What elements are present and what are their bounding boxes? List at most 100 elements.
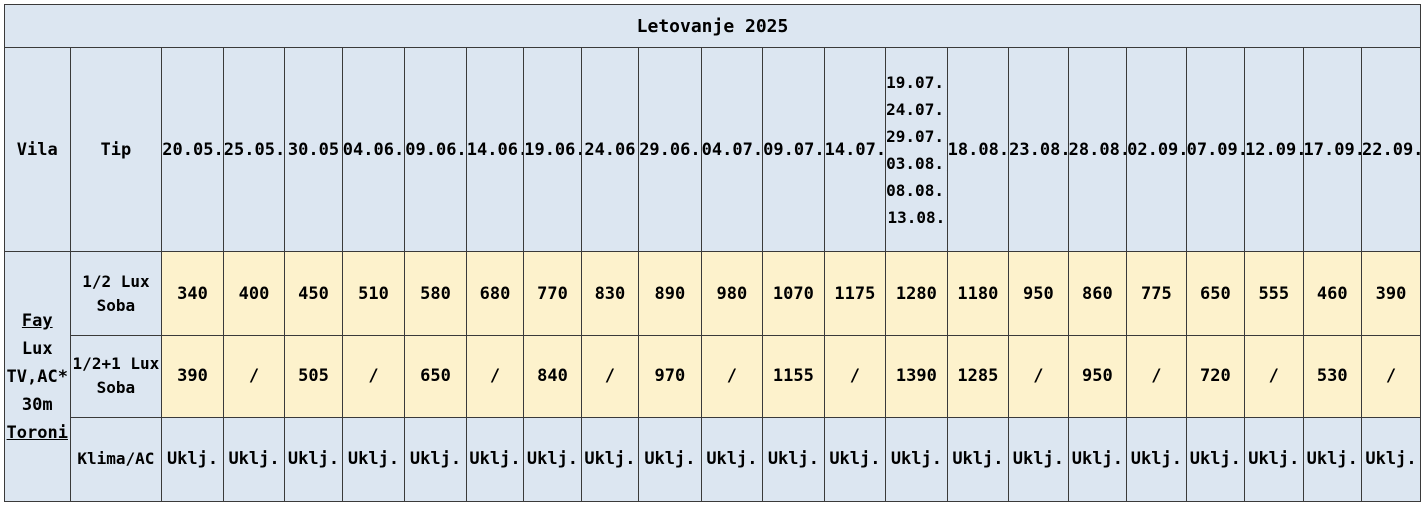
ac-cell: Uklj. <box>946 416 1010 503</box>
header-date: 04.06. <box>341 47 406 253</box>
header-date: 24.06 <box>580 47 640 253</box>
price-cell: 510 <box>341 251 406 336</box>
header-date: 22.09. <box>1361 47 1421 253</box>
price-cell: 1390 <box>885 334 948 418</box>
header-vila: Vila <box>4 47 71 253</box>
ac-cell: Uklj. <box>823 416 887 503</box>
price-cell: 555 <box>1244 251 1304 336</box>
price-cell: / <box>580 334 640 418</box>
price-cell: 390 <box>1361 251 1421 336</box>
price-cell: 1175 <box>823 251 887 336</box>
price-cell: 400 <box>222 251 286 336</box>
header-date: 14.07. <box>823 47 887 253</box>
vila-location: Toroni <box>6 422 68 443</box>
ac-cell: Uklj. <box>1185 416 1246 503</box>
price-cell: 1155 <box>762 334 825 418</box>
price-cell: 505 <box>284 334 343 418</box>
header-date: 29.06. <box>638 47 702 253</box>
ac-cell: Uklj. <box>284 416 343 503</box>
header-date: 04.07. <box>700 47 764 253</box>
header-row: Vila Tip 20.05. 25.05. 30.05 04.06. 09.06. 14… <box>4 47 1421 253</box>
header-date: 18.08. <box>946 47 1010 253</box>
vila-name-line: Lux <box>21 338 53 359</box>
header-date: 23.08. <box>1008 47 1069 253</box>
price-cell: 720 <box>1185 334 1246 418</box>
price-cell: / <box>465 334 525 418</box>
vila-cell: Fay Lux TV,AC* 30m Toroni <box>4 251 71 502</box>
header-date: 20.05. <box>161 47 224 253</box>
price-cell: / <box>222 334 286 418</box>
ac-cell: Uklj. <box>465 416 525 503</box>
header-date: 17.09. <box>1302 47 1363 253</box>
price-cell: 390 <box>161 334 224 418</box>
tip-cell: 1/2 Lux Soba <box>69 251 163 336</box>
header-date: 28.08. <box>1067 47 1128 253</box>
ac-cell: Uklj. <box>1126 416 1187 503</box>
tip-cell: 1/2+1 Lux Soba <box>69 334 163 418</box>
header-date: 19.07.; 24.07.; 29.07.; 03.08.; 08.08.; … <box>885 47 948 253</box>
price-cell: 1280 <box>885 251 948 336</box>
price-cell: 1285 <box>946 334 1010 418</box>
price-cell: 580 <box>404 251 467 336</box>
price-cell: / <box>1244 334 1304 418</box>
header-date: 19.06. <box>523 47 582 253</box>
ac-cell: Uklj. <box>1067 416 1128 503</box>
price-cell: 890 <box>638 251 702 336</box>
price-cell: 450 <box>284 251 343 336</box>
ac-cell: Uklj. <box>1361 416 1421 503</box>
price-cell: 650 <box>404 334 467 418</box>
price-cell: 460 <box>1302 251 1363 336</box>
price-cell: 530 <box>1302 334 1363 418</box>
ac-cell: Uklj. <box>222 416 286 503</box>
price-cell: / <box>823 334 887 418</box>
header-date: 09.07. <box>762 47 825 253</box>
price-cell: 775 <box>1126 251 1187 336</box>
price-cell: 770 <box>523 251 582 336</box>
header-date: 02.09. <box>1126 47 1187 253</box>
tip-cell: Klima/AC <box>69 416 163 503</box>
price-cell: / <box>341 334 406 418</box>
price-cell: 830 <box>580 251 640 336</box>
table-row: Klima/AC Uklj. Uklj. Uklj. Uklj. Uklj. Uklj. U… <box>5 416 1421 503</box>
table-row: 1/2+1 Lux Soba 390/505/650/840/970/1155/… <box>5 334 1421 418</box>
price-cell: / <box>1008 334 1069 418</box>
price-cell: 680 <box>465 251 525 336</box>
table-title: Letovanje 2025 <box>4 3 1421 49</box>
ac-cell: Uklj. <box>638 416 702 503</box>
price-cell: 980 <box>700 251 764 336</box>
ac-cell: Uklj. <box>1302 416 1363 503</box>
price-cell: 1070 <box>762 251 825 336</box>
header-date: 07.09. <box>1185 47 1246 253</box>
price-cell: / <box>1361 334 1421 418</box>
ac-cell: Uklj. <box>700 416 764 503</box>
ac-cell: Uklj. <box>161 416 224 503</box>
price-cell: 860 <box>1067 251 1128 336</box>
price-table: Letovanje 2025 Vila Tip 20.05. 25.05. 30.0… <box>4 3 1421 503</box>
price-cell: 1180 <box>946 251 1010 336</box>
price-cell: 840 <box>523 334 582 418</box>
header-date: 30.05 <box>284 47 343 253</box>
header-date: 14.06. <box>465 47 525 253</box>
header-date: 12.09. <box>1244 47 1304 253</box>
header-date: 09.06. <box>404 47 467 253</box>
ac-cell: Uklj. <box>1244 416 1304 503</box>
price-cell: 970 <box>638 334 702 418</box>
header-date: 25.05. <box>222 47 286 253</box>
price-cell: 650 <box>1185 251 1246 336</box>
ac-cell: Uklj. <box>885 416 948 503</box>
vila-distance: 30m <box>21 394 53 415</box>
vila-features: TV,AC* <box>6 366 68 387</box>
price-cell: 950 <box>1008 251 1069 336</box>
header-tip: Tip <box>69 47 163 253</box>
ac-cell: Uklj. <box>762 416 825 503</box>
price-cell: / <box>1126 334 1187 418</box>
ac-cell: Uklj. <box>523 416 582 503</box>
price-cell: 340 <box>161 251 224 336</box>
ac-cell: Uklj. <box>404 416 467 503</box>
vila-name-line: Fay <box>21 310 53 331</box>
ac-cell: Uklj. <box>1008 416 1069 503</box>
ac-cell: Uklj. <box>580 416 640 503</box>
price-cell: / <box>700 334 764 418</box>
ac-cell: Uklj. <box>341 416 406 503</box>
table-row: Fay Lux TV,AC* 30m Toroni 1/2 Lux Soba 3… <box>4 251 1421 502</box>
